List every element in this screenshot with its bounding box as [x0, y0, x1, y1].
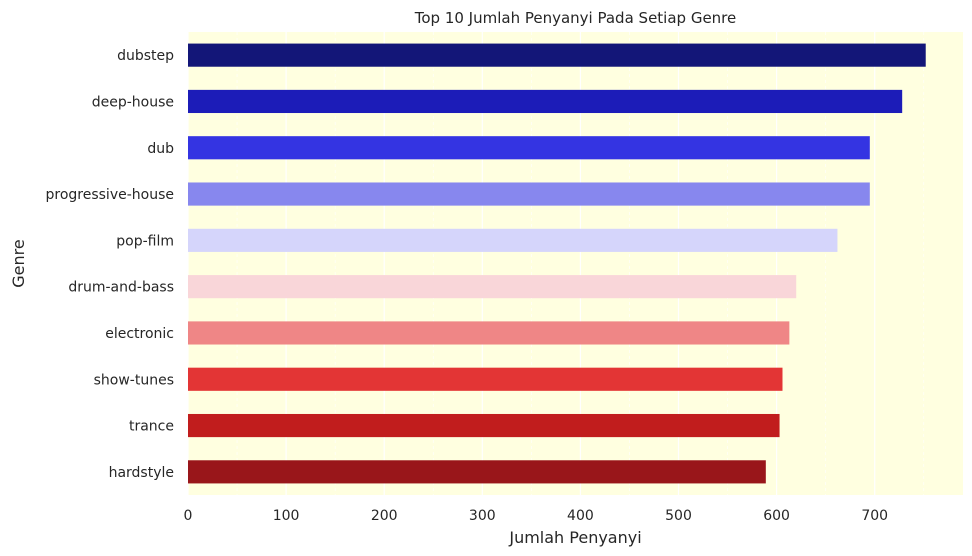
y-tick-label: deep-house — [92, 94, 174, 110]
y-tick-label: electronic — [105, 326, 174, 342]
bar-progressive-house — [188, 182, 870, 206]
x-axis-label: Jumlah Penyanyi — [508, 528, 641, 547]
y-tick-label: dub — [147, 141, 174, 157]
y-tick-label: show-tunes — [94, 372, 174, 388]
chart-title: Top 10 Jumlah Penyanyi Pada Setiap Genre — [414, 9, 737, 27]
x-tick-label: 500 — [665, 508, 692, 524]
bar-pop-film — [188, 228, 838, 252]
x-tick-label: 700 — [861, 508, 888, 524]
bar-dub — [188, 136, 870, 160]
x-tick-label: 300 — [469, 508, 496, 524]
bar-dubstep — [188, 43, 926, 67]
bar-trance — [188, 413, 780, 438]
bar-hardstyle — [188, 460, 766, 484]
y-axis-label: Genre — [9, 239, 28, 287]
y-tick-label: dubstep — [117, 48, 174, 64]
bar-deep-house — [188, 89, 903, 114]
x-tick-label: 600 — [763, 508, 790, 524]
x-tick-label: 400 — [567, 508, 594, 524]
y-tick-label: trance — [129, 419, 174, 435]
x-tick-label: 100 — [273, 508, 300, 524]
bar-drum-and-bass — [188, 275, 797, 299]
bar-show-tunes — [188, 367, 783, 391]
bar-electronic — [188, 321, 790, 345]
y-tick-labels: dubstep deep-house dub progressive-house pop… — [46, 48, 175, 481]
bars — [188, 43, 926, 484]
y-tick-label: progressive-house — [46, 187, 175, 203]
y-tick-label: pop-film — [116, 233, 174, 249]
y-tick-label: hardstyle — [109, 465, 174, 481]
x-tick-label: 0 — [184, 508, 193, 524]
y-tick-label: drum-and-bass — [68, 280, 174, 296]
x-tick-labels: 0 100 200 300 400 500 600 700 — [184, 508, 889, 524]
x-tick-label: 200 — [371, 508, 398, 524]
